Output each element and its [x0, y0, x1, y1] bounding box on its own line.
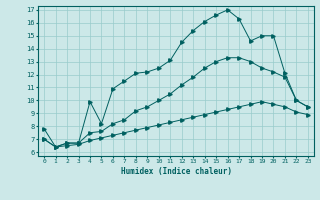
X-axis label: Humidex (Indice chaleur): Humidex (Indice chaleur) [121, 167, 231, 176]
